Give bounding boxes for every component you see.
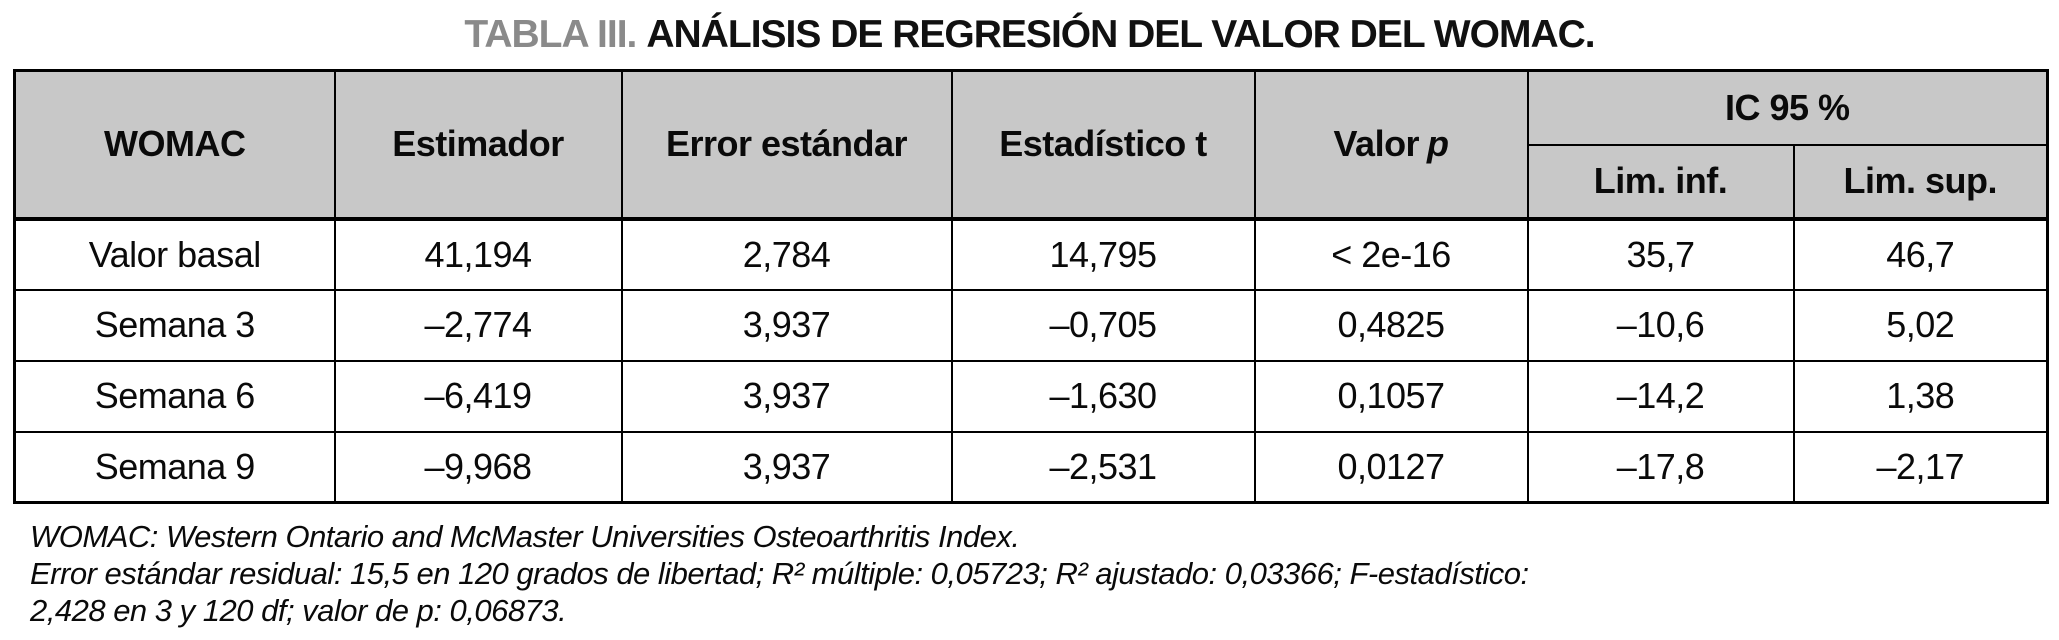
header-ic95: IC 95 % <box>1526 69 2049 146</box>
cell-estimador: –2,774 <box>333 288 623 362</box>
footnote-line-3: 2,428 en 3 y 120 df; valor de p: 0,06873… <box>30 593 567 628</box>
cell-label: Semana 3 <box>13 288 336 362</box>
header-lim-sup: Lim. sup. <box>1792 143 2049 220</box>
table-row-semana-3: Semana 3 –2,774 3,937 –0,705 0,4825 –10,… <box>13 288 2049 362</box>
cell-lim-sup: 5,02 <box>1792 288 2049 362</box>
cell-lim-sup: –2,17 <box>1792 430 2049 504</box>
cell-error-estandar: 3,937 <box>620 359 953 433</box>
regression-table: WOMAC Estimador Error estándar Estadísti… <box>13 69 2049 504</box>
table-footnotes: WOMAC: Western Ontario and McMaster Univ… <box>30 518 2059 629</box>
table-header: WOMAC Estimador Error estándar Estadísti… <box>13 69 2049 220</box>
cell-estadistico-t: 14,795 <box>950 216 1256 291</box>
header-lim-inf: Lim. inf. <box>1526 143 1795 220</box>
cell-estimador: 41,194 <box>333 216 623 291</box>
header-valor-p-symbol: p <box>1426 123 1449 165</box>
cell-valor-p: 0,0127 <box>1253 430 1529 504</box>
header-womac: WOMAC <box>13 69 336 220</box>
header-row-top: WOMAC Estimador Error estándar Estadísti… <box>13 69 2049 220</box>
cell-error-estandar: 3,937 <box>620 288 953 362</box>
footnote-line-2: Error estándar residual: 15,5 en 120 gra… <box>30 556 1529 591</box>
cell-lim-inf: –14,2 <box>1526 359 1795 433</box>
cell-label: Semana 6 <box>13 359 336 433</box>
cell-lim-sup: 1,38 <box>1792 359 2049 433</box>
table-row-semana-9: Semana 9 –9,968 3,937 –2,531 0,0127 –17,… <box>13 430 2049 504</box>
table-row-semana-6: Semana 6 –6,419 3,937 –1,630 0,1057 –14,… <box>13 359 2049 433</box>
table-body: Valor basal 41,194 2,784 14,795 < 2e-16 … <box>13 216 2049 504</box>
cell-error-estandar: 3,937 <box>620 430 953 504</box>
header-estimador: Estimador <box>333 69 623 220</box>
header-valor-p-prefix: Valor <box>1333 123 1420 165</box>
cell-error-estandar: 2,784 <box>620 216 953 291</box>
cell-estadistico-t: –0,705 <box>950 288 1256 362</box>
cell-lim-sup: 46,7 <box>1792 216 2049 291</box>
cell-valor-p: < 2e-16 <box>1253 216 1529 291</box>
table-title-label: TABLA III. <box>464 13 637 56</box>
cell-valor-p: 0,4825 <box>1253 288 1529 362</box>
table-title: TABLA III. ANÁLISIS DE REGRESIÓN DEL VALO… <box>0 13 2059 57</box>
header-valor-p: Valor p <box>1253 69 1529 220</box>
cell-lim-inf: –10,6 <box>1526 288 1795 362</box>
footnote-line-1: WOMAC: Western Ontario and McMaster Univ… <box>30 519 1020 554</box>
page: TABLA III. ANÁLISIS DE REGRESIÓN DEL VALO… <box>0 13 2059 640</box>
cell-label: Valor basal <box>13 216 336 291</box>
cell-estadistico-t: –1,630 <box>950 359 1256 433</box>
cell-estimador: –9,968 <box>333 430 623 504</box>
header-estadistico-t: Estadístico t <box>950 69 1256 220</box>
cell-label: Semana 9 <box>13 430 336 504</box>
cell-lim-inf: 35,7 <box>1526 216 1795 291</box>
table-title-text: ANÁLISIS DE REGRESIÓN DEL VALOR DEL WOMA… <box>646 13 1595 56</box>
cell-estimador: –6,419 <box>333 359 623 433</box>
cell-valor-p: 0,1057 <box>1253 359 1529 433</box>
cell-estadistico-t: –2,531 <box>950 430 1256 504</box>
header-row-sub: Lim. inf. Lim. sup. <box>15 143 2049 220</box>
table-row-valor-basal: Valor basal 41,194 2,784 14,795 < 2e-16 … <box>13 216 2049 291</box>
header-error-estandar: Error estándar <box>620 69 953 220</box>
cell-lim-inf: –17,8 <box>1526 430 1795 504</box>
